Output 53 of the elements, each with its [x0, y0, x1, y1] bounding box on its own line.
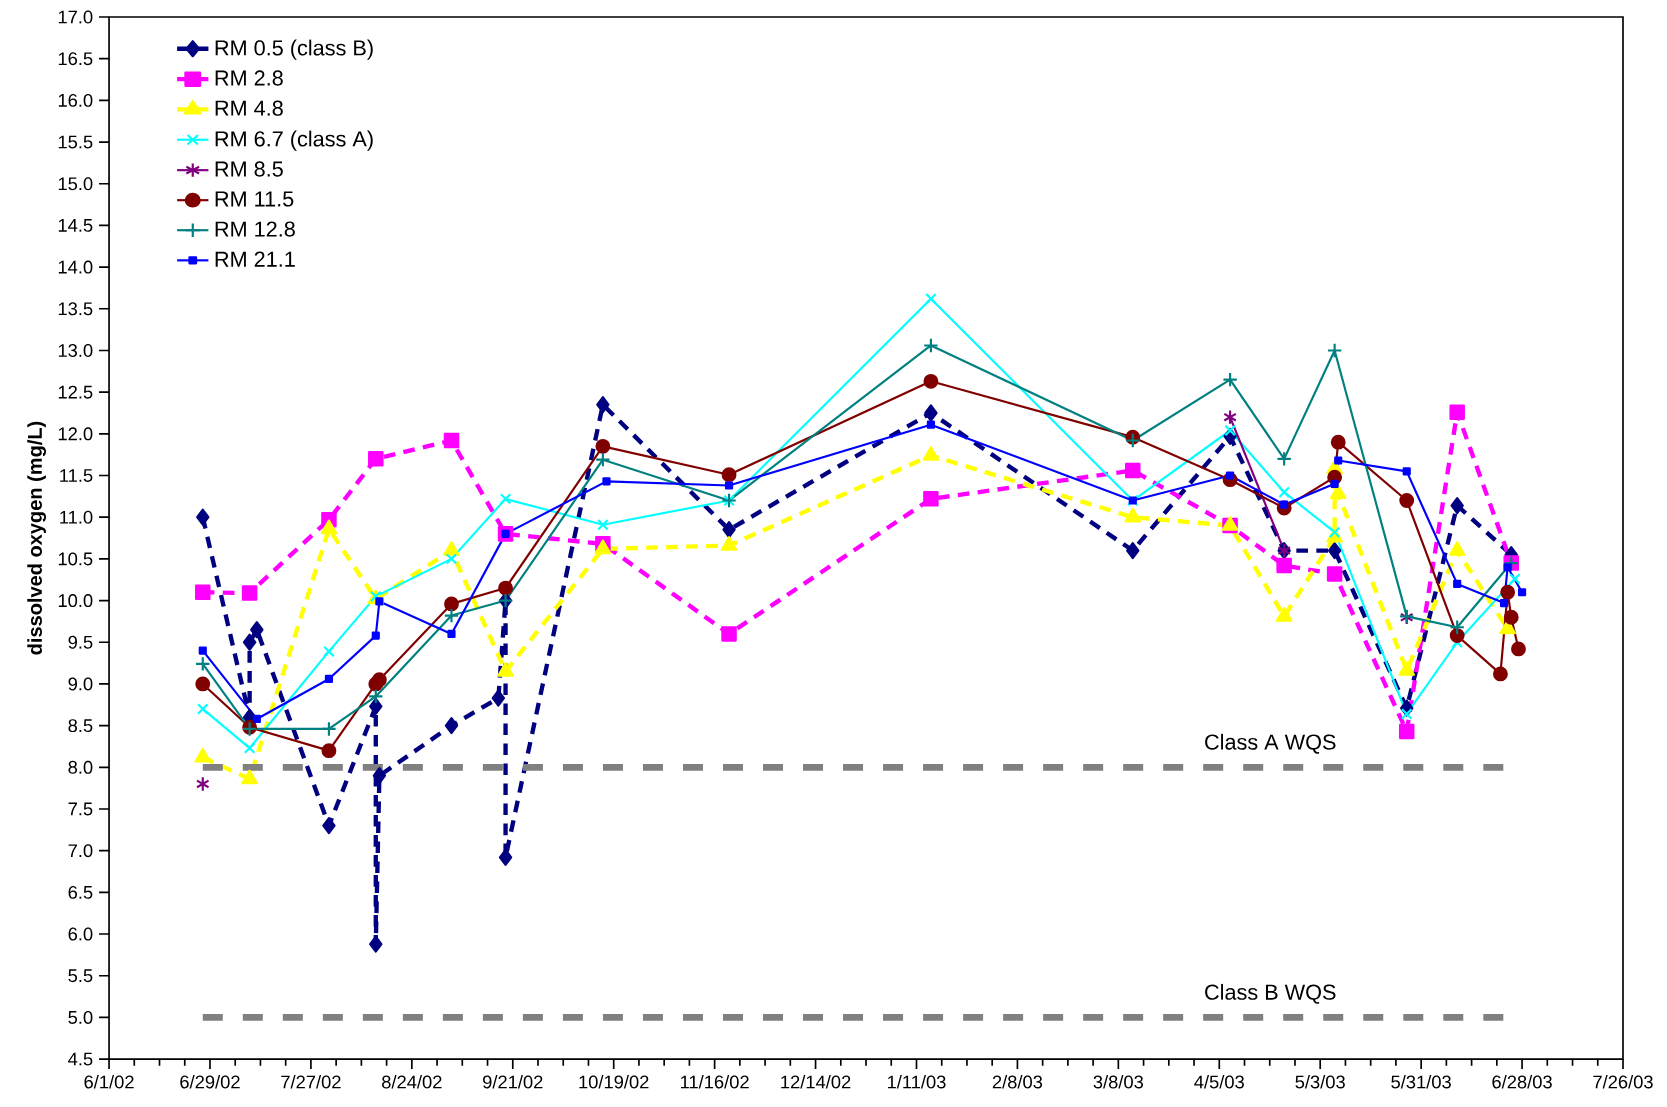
y-tick-label: 13.5	[58, 302, 93, 316]
y-tick-label: 4.5	[68, 1052, 93, 1066]
y-tick-label: 11.0	[60, 510, 93, 524]
y-axis-title: dissolved oxygen (mg/L)	[27, 421, 46, 655]
x-tick-label: 8/24/02	[382, 1074, 442, 1089]
legend-label: RM 12.8	[215, 221, 295, 237]
legend-label: RM 0.5 (class B)	[215, 39, 373, 60]
y-tick-label: 13.0	[58, 343, 93, 357]
y-tick-label: 5.0	[68, 1010, 93, 1024]
x-tick-label: 11/16/02	[681, 1074, 749, 1089]
x-tick-label: 1/11/03	[887, 1074, 946, 1089]
y-tick-label: 15.0	[58, 177, 93, 191]
x-tick-label: 5/31/03	[1391, 1074, 1451, 1089]
x-tick-label: 3/8/03	[1093, 1074, 1144, 1089]
legend-label: RM 21.1	[215, 251, 295, 267]
legend-label: RM 4.8	[215, 100, 283, 116]
ref-line-label: Class A WQS	[1205, 733, 1336, 754]
y-tick-label: 6.0	[68, 927, 93, 941]
y-tick-label: 14.5	[58, 218, 93, 232]
legend-label: RM 2.8	[215, 70, 283, 86]
y-tick-label: 16.0	[58, 93, 93, 107]
x-tick-label: 12/14/02	[781, 1074, 851, 1089]
x-tick-label: 2/8/03	[992, 1074, 1043, 1089]
y-tick-label: 12.0	[58, 427, 93, 441]
y-tick-label: 7.5	[68, 802, 93, 816]
y-tick-label: 8.5	[68, 719, 93, 733]
y-tick-label: 10.5	[58, 552, 93, 566]
y-tick-label: 17.0	[58, 10, 93, 24]
x-tick-label: 6/28/03	[1492, 1074, 1552, 1089]
y-tick-label: 7.0	[68, 844, 93, 858]
legend-label: RM 8.5	[215, 161, 283, 177]
y-tick-label: 9.0	[68, 677, 93, 691]
x-tick-label: 7/27/02	[281, 1074, 341, 1089]
y-tick-label: 9.5	[68, 635, 93, 649]
legend-label: RM 11.5	[215, 191, 294, 207]
y-tick-label: 11.5	[60, 469, 93, 482]
x-tick-label: 6/29/02	[180, 1074, 240, 1089]
y-tick-label: 5.5	[68, 969, 93, 983]
y-tick-label: 16.5	[58, 52, 93, 66]
y-tick-label: 6.5	[68, 885, 93, 899]
legend-label: RM 6.7 (class A)	[215, 130, 373, 151]
x-tick-label: 10/19/02	[579, 1074, 649, 1089]
x-tick-label: 6/1/02	[84, 1074, 134, 1089]
x-tick-label: 5/3/03	[1295, 1074, 1345, 1089]
ref-line-label: Class B WQS	[1205, 983, 1336, 1004]
x-tick-label: 9/21/02	[483, 1074, 543, 1089]
y-tick-label: 12.5	[58, 385, 93, 399]
y-tick-label: 15.5	[58, 135, 93, 149]
y-tick-label: 10.0	[58, 594, 93, 608]
x-tick-label: 4/5/03	[1194, 1074, 1244, 1089]
x-tick-label: 7/26/03	[1593, 1074, 1653, 1089]
y-tick-label: 8.0	[68, 760, 93, 774]
y-tick-label: 14.0	[58, 260, 93, 274]
